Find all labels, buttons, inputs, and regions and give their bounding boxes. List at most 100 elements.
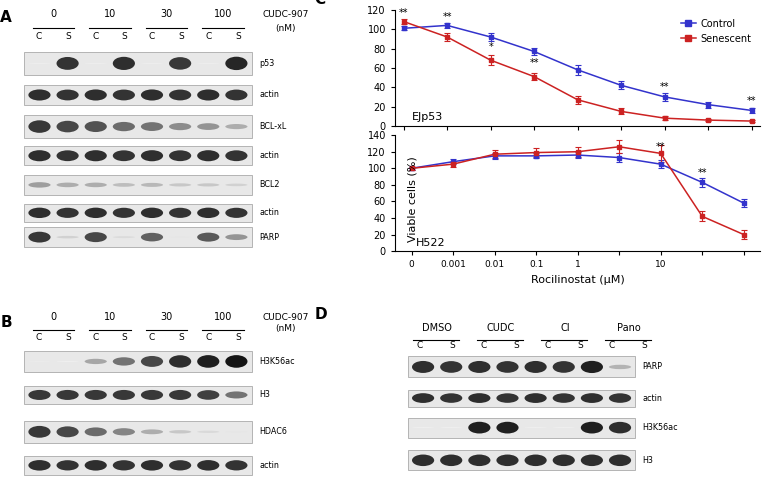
Text: CUDC-907: CUDC-907 xyxy=(262,313,309,322)
Ellipse shape xyxy=(28,150,51,162)
Ellipse shape xyxy=(141,89,163,100)
Ellipse shape xyxy=(141,460,163,471)
Ellipse shape xyxy=(84,150,107,162)
Bar xyxy=(24,204,252,222)
Ellipse shape xyxy=(28,460,51,471)
Text: BCL2: BCL2 xyxy=(259,180,280,189)
Text: **: ** xyxy=(697,168,707,178)
Ellipse shape xyxy=(169,355,191,368)
Ellipse shape xyxy=(113,57,135,70)
Ellipse shape xyxy=(84,182,107,187)
Ellipse shape xyxy=(225,208,247,218)
Ellipse shape xyxy=(412,361,434,373)
Ellipse shape xyxy=(141,150,163,162)
Bar xyxy=(408,417,635,438)
Text: C: C xyxy=(545,341,551,350)
Text: S: S xyxy=(121,332,127,341)
Text: **: ** xyxy=(442,11,452,21)
Text: A: A xyxy=(0,10,12,25)
Ellipse shape xyxy=(84,359,107,364)
Bar xyxy=(24,146,252,166)
Ellipse shape xyxy=(28,208,51,218)
Legend: Control, Senescent: Control, Senescent xyxy=(677,15,756,47)
Bar xyxy=(24,85,252,105)
Bar xyxy=(24,421,252,443)
Ellipse shape xyxy=(581,422,603,433)
Ellipse shape xyxy=(412,393,434,403)
Ellipse shape xyxy=(141,208,163,218)
Ellipse shape xyxy=(57,182,78,187)
Ellipse shape xyxy=(169,390,191,400)
Ellipse shape xyxy=(225,460,247,471)
Ellipse shape xyxy=(57,390,78,400)
Ellipse shape xyxy=(169,123,191,130)
Ellipse shape xyxy=(412,455,434,466)
Ellipse shape xyxy=(468,455,491,466)
Text: **: ** xyxy=(529,58,539,68)
Ellipse shape xyxy=(197,431,220,433)
Text: H3K56ac: H3K56ac xyxy=(643,423,678,432)
Text: C: C xyxy=(92,332,98,341)
Text: CUDC-907: CUDC-907 xyxy=(262,10,309,19)
Text: C: C xyxy=(206,332,212,341)
Ellipse shape xyxy=(57,361,78,362)
Ellipse shape xyxy=(525,427,547,428)
Ellipse shape xyxy=(57,236,78,239)
Text: actin: actin xyxy=(259,151,279,160)
Text: 100: 100 xyxy=(214,9,233,19)
Text: 10: 10 xyxy=(104,9,116,19)
Text: CUDC: CUDC xyxy=(487,323,515,333)
Ellipse shape xyxy=(609,393,631,403)
Text: C: C xyxy=(149,332,155,341)
Ellipse shape xyxy=(225,392,247,399)
Ellipse shape xyxy=(197,233,220,242)
Text: 30: 30 xyxy=(161,9,173,19)
Text: C: C xyxy=(608,341,614,350)
Ellipse shape xyxy=(581,361,603,373)
Ellipse shape xyxy=(553,455,574,466)
Ellipse shape xyxy=(113,89,135,100)
Bar xyxy=(24,350,252,372)
Text: S: S xyxy=(121,32,127,41)
Bar xyxy=(408,356,635,377)
Text: H3K56ac: H3K56ac xyxy=(259,357,295,366)
Text: H522: H522 xyxy=(415,238,445,248)
Ellipse shape xyxy=(84,390,107,400)
Ellipse shape xyxy=(28,89,51,100)
Text: PARP: PARP xyxy=(259,233,279,242)
Ellipse shape xyxy=(169,430,191,433)
Bar xyxy=(408,390,635,407)
Ellipse shape xyxy=(169,237,191,238)
Text: CI: CI xyxy=(560,323,570,333)
Ellipse shape xyxy=(113,357,135,366)
Bar xyxy=(24,52,252,75)
Ellipse shape xyxy=(225,431,247,432)
Ellipse shape xyxy=(225,57,247,70)
Text: C: C xyxy=(417,341,423,350)
Ellipse shape xyxy=(141,183,163,187)
Ellipse shape xyxy=(28,232,51,243)
X-axis label: Rocilinostat (μM): Rocilinostat (μM) xyxy=(531,275,624,285)
Text: **: ** xyxy=(399,7,409,18)
Ellipse shape xyxy=(57,208,78,218)
Ellipse shape xyxy=(84,232,107,242)
Ellipse shape xyxy=(28,361,51,362)
Ellipse shape xyxy=(496,393,518,403)
Text: S: S xyxy=(450,341,455,350)
Text: EJp53: EJp53 xyxy=(412,112,444,122)
Ellipse shape xyxy=(468,422,491,433)
Text: C: C xyxy=(315,0,326,7)
Ellipse shape xyxy=(197,460,220,471)
Text: actin: actin xyxy=(643,394,663,403)
Bar xyxy=(408,450,635,471)
Ellipse shape xyxy=(197,183,220,186)
Text: D: D xyxy=(315,307,327,322)
Ellipse shape xyxy=(440,393,462,403)
Text: C: C xyxy=(35,332,42,341)
Text: **: ** xyxy=(746,95,756,105)
Text: S: S xyxy=(65,332,71,341)
Text: **: ** xyxy=(656,142,665,152)
Text: BCL-xL: BCL-xL xyxy=(259,122,286,131)
Bar xyxy=(24,456,252,475)
Ellipse shape xyxy=(84,208,107,218)
